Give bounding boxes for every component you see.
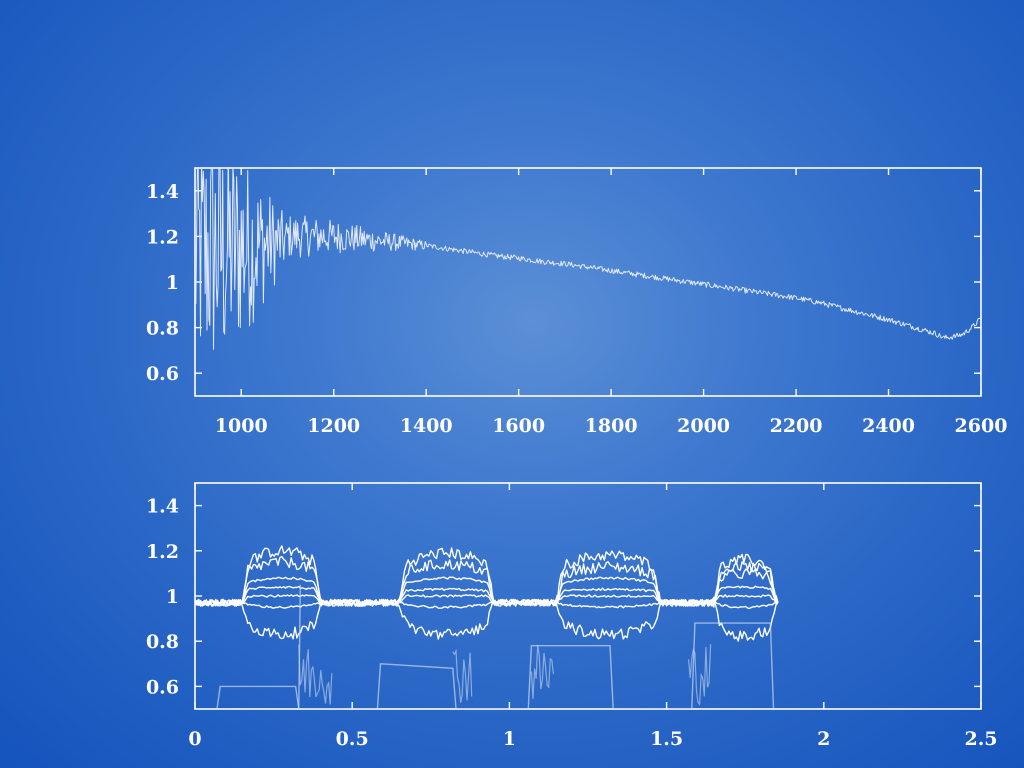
y-tick-label: 1.2: [146, 541, 179, 563]
y-tick-label: 1: [166, 586, 179, 608]
response-series-line: [195, 598, 779, 642]
x-tick-label: 2.5: [964, 728, 997, 750]
plot-area: [195, 168, 981, 350]
step-series-line: [216, 622, 775, 709]
x-tick-label: 2200: [770, 415, 823, 437]
y-tick-label: 1.4: [146, 496, 179, 518]
x-tick-label: 0.5: [336, 728, 369, 750]
x-tick-label: 1: [503, 728, 516, 750]
bottom-chart-panel: 0 0.5 1 1.5 2 2.5 0.6 0.8 1 1.2 1.4: [146, 482, 998, 750]
x-tick-label: 2400: [862, 415, 915, 437]
step-noise-line: [688, 644, 712, 706]
step-noise-line: [452, 648, 473, 703]
plot-frame: [194, 167, 982, 397]
y-tick-label: 0.6: [146, 676, 179, 698]
step-spike-line: [298, 584, 302, 709]
y-tick-label: 0.6: [146, 363, 179, 385]
spectrum-series-line: [195, 168, 981, 350]
x-tick-label: 1.5: [650, 728, 683, 750]
y-tick-label: 1.2: [146, 226, 179, 248]
x-tick-label: 1600: [492, 415, 545, 437]
response-series-line: [195, 594, 779, 607]
response-series-line: [195, 545, 779, 608]
y-tick-label: 0.8: [146, 318, 179, 340]
x-tick-label: 2600: [955, 415, 1008, 437]
x-tick-label: 2: [817, 728, 830, 750]
step-noise-line: [298, 644, 333, 705]
y-tick-label: 0.8: [146, 631, 179, 653]
step-noise-line: [530, 644, 554, 699]
x-tick-label: 1400: [400, 415, 453, 437]
x-tick-label: 2000: [677, 415, 730, 437]
y-tick-label: 1.4: [146, 181, 179, 203]
x-tick-label: 1800: [585, 415, 638, 437]
plot-area: [195, 545, 779, 709]
top-chart-panel: 1000 1200 1400 1600 1800 2000 2200 2400 2600 0.6 0…: [146, 167, 1008, 437]
x-tick-label: 1000: [215, 415, 268, 437]
x-tick-label: 0: [188, 728, 201, 750]
x-tick-label: 1200: [307, 415, 360, 437]
y-tick-label: 1: [166, 272, 179, 294]
